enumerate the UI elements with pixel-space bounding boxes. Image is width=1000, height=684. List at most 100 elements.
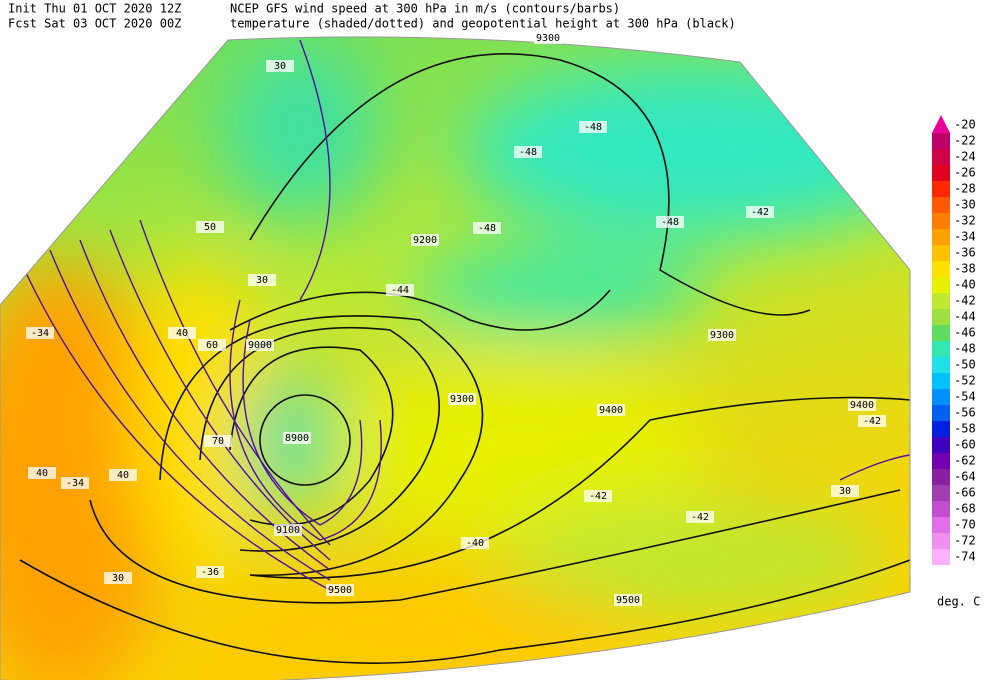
colorbar-label: -34 bbox=[954, 230, 976, 244]
contour-label: -48 bbox=[519, 147, 537, 158]
colorbar-swatch bbox=[932, 501, 950, 517]
contour-label: 60 bbox=[206, 340, 218, 351]
colorbar-swatch bbox=[932, 277, 950, 293]
colorbar-label: -74 bbox=[954, 550, 976, 564]
colorbar-swatch bbox=[932, 325, 950, 341]
label-box bbox=[198, 339, 226, 351]
colorbar-label: -68 bbox=[954, 502, 976, 516]
colorbar-swatch bbox=[932, 229, 950, 245]
label-box bbox=[248, 274, 276, 286]
label-box bbox=[196, 566, 224, 578]
colorbar-swatch bbox=[932, 421, 950, 437]
colorbar-swatch bbox=[932, 533, 950, 549]
colorbar-label: -44 bbox=[954, 310, 976, 324]
colorbar-label: -20 bbox=[954, 118, 976, 132]
colorbar-swatch bbox=[932, 517, 950, 533]
colorbar-label: -26 bbox=[954, 166, 976, 180]
label-box bbox=[411, 234, 439, 246]
label-box bbox=[283, 432, 311, 444]
colorbar-label: -32 bbox=[954, 214, 976, 228]
label-box bbox=[858, 415, 886, 427]
label-box bbox=[584, 490, 612, 502]
colorbar-swatch bbox=[932, 197, 950, 213]
contour-label: 40 bbox=[36, 468, 48, 479]
label-box bbox=[708, 329, 736, 341]
colorbar-swatch bbox=[932, 165, 950, 181]
contour-label: 9400 bbox=[850, 400, 874, 411]
colorbar-swatch bbox=[932, 213, 950, 229]
label-box bbox=[28, 467, 56, 479]
label-box bbox=[246, 339, 274, 351]
colorbar-label: -46 bbox=[954, 326, 976, 340]
label-box bbox=[614, 594, 642, 606]
colorbar-label: -66 bbox=[954, 486, 976, 500]
contour-label: 9300 bbox=[536, 33, 560, 44]
colorbar-swatch bbox=[932, 261, 950, 277]
colorbar-swatch bbox=[932, 453, 950, 469]
contour-label: 50 bbox=[204, 222, 216, 233]
label-box bbox=[386, 284, 414, 296]
contour-label: 30 bbox=[839, 486, 851, 497]
colorbar-swatch bbox=[932, 357, 950, 373]
contour-label: 9300 bbox=[450, 394, 474, 405]
colorbar-swatch bbox=[932, 405, 950, 421]
contour-label: -48 bbox=[478, 223, 496, 234]
colorbar-label: -64 bbox=[954, 470, 976, 484]
colorbar-label: -52 bbox=[954, 374, 976, 388]
contour-label: -42 bbox=[691, 512, 709, 523]
colorbar-label: -72 bbox=[954, 534, 976, 548]
label-box bbox=[514, 146, 542, 158]
label-box bbox=[61, 477, 89, 489]
contour-label: -36 bbox=[201, 567, 219, 578]
label-box bbox=[274, 524, 302, 536]
colorbar-swatch bbox=[932, 469, 950, 485]
label-box bbox=[196, 221, 224, 233]
forecast-time: Fcst Sat 03 OCT 2020 00Z bbox=[8, 17, 181, 31]
label-box bbox=[168, 327, 196, 339]
colorbar-label: -38 bbox=[954, 262, 976, 276]
colorbar-label: -30 bbox=[954, 198, 976, 212]
label-box bbox=[109, 469, 137, 481]
colorbar-swatch bbox=[932, 245, 950, 261]
contour-label: 30 bbox=[274, 61, 286, 72]
colorbar-label: -56 bbox=[954, 406, 976, 420]
contour-label: 9400 bbox=[599, 405, 623, 416]
contour-label: -42 bbox=[751, 207, 769, 218]
colorbar-label: -70 bbox=[954, 518, 976, 532]
contour-label: -34 bbox=[66, 478, 84, 489]
title-line: NCEP GFS wind speed at 300 hPa in m/s (c… bbox=[230, 2, 620, 16]
label-box bbox=[746, 206, 774, 218]
colorbar-swatch bbox=[932, 293, 950, 309]
contour-label: 9100 bbox=[276, 525, 300, 536]
colorbar-swatch bbox=[932, 485, 950, 501]
label-box bbox=[656, 216, 684, 228]
contour-label: 8900 bbox=[285, 433, 309, 444]
colorbar-label: -58 bbox=[954, 422, 976, 436]
label-box bbox=[326, 584, 354, 596]
colorbar-label: -62 bbox=[954, 454, 976, 468]
label-box bbox=[686, 511, 714, 523]
colorbar-swatch bbox=[932, 549, 950, 565]
colorbar-swatch bbox=[932, 373, 950, 389]
colorbar-label: -54 bbox=[954, 390, 976, 404]
colorbar-label: -36 bbox=[954, 246, 976, 260]
colorbar-label: -48 bbox=[954, 342, 976, 356]
label-box bbox=[461, 537, 489, 549]
contour-label: -40 bbox=[466, 538, 484, 549]
label-box bbox=[534, 32, 562, 44]
contour-label: -34 bbox=[31, 328, 49, 339]
colorbar-swatch bbox=[932, 149, 950, 165]
label-box bbox=[266, 60, 294, 72]
contour-label: 9300 bbox=[710, 330, 734, 341]
contour-label: -44 bbox=[391, 285, 409, 296]
label-box bbox=[473, 222, 501, 234]
colorbar-label: -42 bbox=[954, 294, 976, 308]
colorbar-swatch bbox=[932, 133, 950, 149]
colorbar-label: -28 bbox=[954, 182, 976, 196]
label-box bbox=[579, 121, 607, 133]
title-line: temperature (shaded/dotted) and geopoten… bbox=[230, 17, 736, 31]
contour-label: 9500 bbox=[328, 585, 352, 596]
contour-label: -48 bbox=[584, 122, 602, 133]
unit-label: deg. C bbox=[937, 595, 980, 609]
